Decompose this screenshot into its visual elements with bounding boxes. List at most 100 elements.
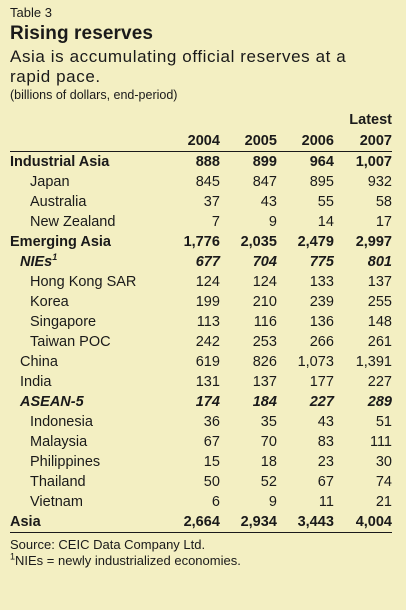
cell-value: 21 [375, 494, 392, 510]
footnote-text: NIEs = newly industrialized economies. [15, 553, 241, 568]
row-label-text: Indonesia [30, 414, 93, 430]
row-label: Korea [10, 292, 163, 312]
cell-value: 7 [211, 214, 220, 230]
row-label: Taiwan POC [10, 332, 163, 352]
cell-value: 36 [203, 414, 220, 430]
cell-value: 9 [268, 214, 277, 230]
cell-value: 826 [252, 354, 277, 370]
cell-value: 67 [203, 434, 220, 450]
cell-value: 2,664 [162, 512, 220, 533]
cell-value: 30 [375, 454, 392, 470]
cell-value: 801 [367, 254, 392, 270]
row-label: India [10, 372, 163, 392]
cell-value: 2,997 [355, 234, 392, 250]
table-row: ASEAN-5 174 184 227 289 [10, 392, 392, 412]
row-label-text: China [20, 354, 58, 370]
table-row: Industrial Asia 888 899 964 1,007 [10, 152, 392, 173]
row-label-text: Singapore [30, 314, 97, 330]
cell-value: 137 [367, 274, 392, 290]
cell-value: 847 [252, 174, 277, 190]
cell-value: 177 [309, 374, 334, 390]
cell-value: 888 [195, 154, 220, 170]
year-header: 2004 [162, 131, 220, 152]
cell-value: 1,007 [355, 154, 392, 170]
cell-value: 261 [367, 334, 392, 350]
cell-value: 70 [260, 434, 277, 450]
row-label: New Zealand [10, 212, 163, 232]
cell-value: 2,934 [219, 512, 277, 533]
row-label: Emerging Asia [10, 232, 163, 252]
row-label-text: Industrial Asia [10, 154, 110, 170]
cell-value: 113 [196, 314, 220, 330]
cell-value: 199 [195, 294, 220, 310]
cell-value: 2,479 [297, 234, 334, 250]
source-note: Source: CEIC Data Company Ltd. [10, 537, 206, 552]
cell-value: 35 [260, 414, 277, 430]
table-row: Hong Kong SAR 124 124 133 137 [10, 272, 392, 292]
year-header: 2007 [333, 131, 392, 152]
footnote-marker: 1 [10, 551, 16, 562]
cell-value: 239 [309, 294, 334, 310]
cell-value: 210 [252, 294, 277, 310]
cell-value: 619 [195, 354, 220, 370]
header-row-years: 2004 2005 2006 2007 [10, 131, 392, 152]
cell-value: 43 [317, 414, 334, 430]
table-row: Emerging Asia 1,776 2,035 2,479 2,997 [10, 232, 392, 252]
cell-value: 1,073 [297, 354, 334, 370]
cell-value: 11 [318, 494, 334, 510]
cell-value: 50 [203, 474, 220, 490]
table-row: NIEs1 677 704 775 801 [10, 252, 392, 272]
cell-value: 136 [309, 314, 334, 330]
cell-value: 253 [252, 334, 277, 350]
cell-value: 932 [367, 174, 392, 190]
row-label: China [10, 352, 163, 372]
cell-value: 14 [317, 214, 334, 230]
row-label-text: Asia [10, 514, 41, 530]
cell-value: 137 [252, 374, 277, 390]
row-label-text: Japan [30, 174, 70, 190]
cell-value: 37 [203, 194, 220, 210]
cell-value: 895 [309, 174, 334, 190]
table-row: Taiwan POC 242 253 266 261 [10, 332, 392, 352]
table-row: Korea 199 210 239 255 [10, 292, 392, 312]
row-label-text: Thailand [30, 474, 86, 490]
table-title: Rising reserves [10, 23, 154, 44]
footnote-ref: 1 [52, 252, 58, 263]
year-header: 2005 [219, 131, 277, 152]
cell-value: 111 [369, 434, 392, 450]
cell-value: 174 [195, 394, 220, 410]
row-label-text: Malaysia [30, 434, 88, 450]
cell-value: 242 [195, 334, 220, 350]
row-label-text: Emerging Asia [10, 234, 111, 250]
row-label: Australia [10, 192, 163, 212]
cell-value: 1,391 [355, 354, 392, 370]
cell-value: 184 [252, 394, 277, 410]
cell-value: 4,004 [333, 512, 392, 533]
cell-value: 15 [203, 454, 220, 470]
cell-value: 43 [260, 194, 277, 210]
reserves-table: Latest 2004 2005 2006 2007 Industrial As… [10, 109, 392, 533]
cell-value: 266 [309, 334, 334, 350]
cell-value: 1,776 [183, 234, 220, 250]
cell-value: 74 [375, 474, 392, 490]
cell-value: 83 [317, 434, 334, 450]
units-note: (billions of dollars, end-period) [10, 88, 178, 102]
table-row: New Zealand 7 9 14 17 [10, 212, 392, 232]
row-label-text: ASEAN-5 [20, 394, 84, 410]
cell-value: 124 [195, 274, 220, 290]
row-label: Industrial Asia [10, 152, 163, 173]
table-row: China 619 826 1,073 1,391 [10, 352, 392, 372]
cell-value: 289 [367, 394, 392, 410]
row-label-text: Philippines [30, 454, 101, 470]
cell-value: 18 [260, 454, 277, 470]
cell-value: 55 [317, 194, 334, 210]
cell-value: 6 [211, 494, 220, 510]
table-row: Australia 37 43 55 58 [10, 192, 392, 212]
row-label-text: Vietnam [30, 494, 83, 510]
cell-value: 131 [195, 374, 220, 390]
row-label-text: Korea [30, 294, 69, 310]
cell-value: 52 [260, 474, 277, 490]
row-label: Philippines [10, 452, 163, 472]
row-label-text: NIEs [20, 254, 53, 270]
cell-value: 3,443 [276, 512, 334, 533]
